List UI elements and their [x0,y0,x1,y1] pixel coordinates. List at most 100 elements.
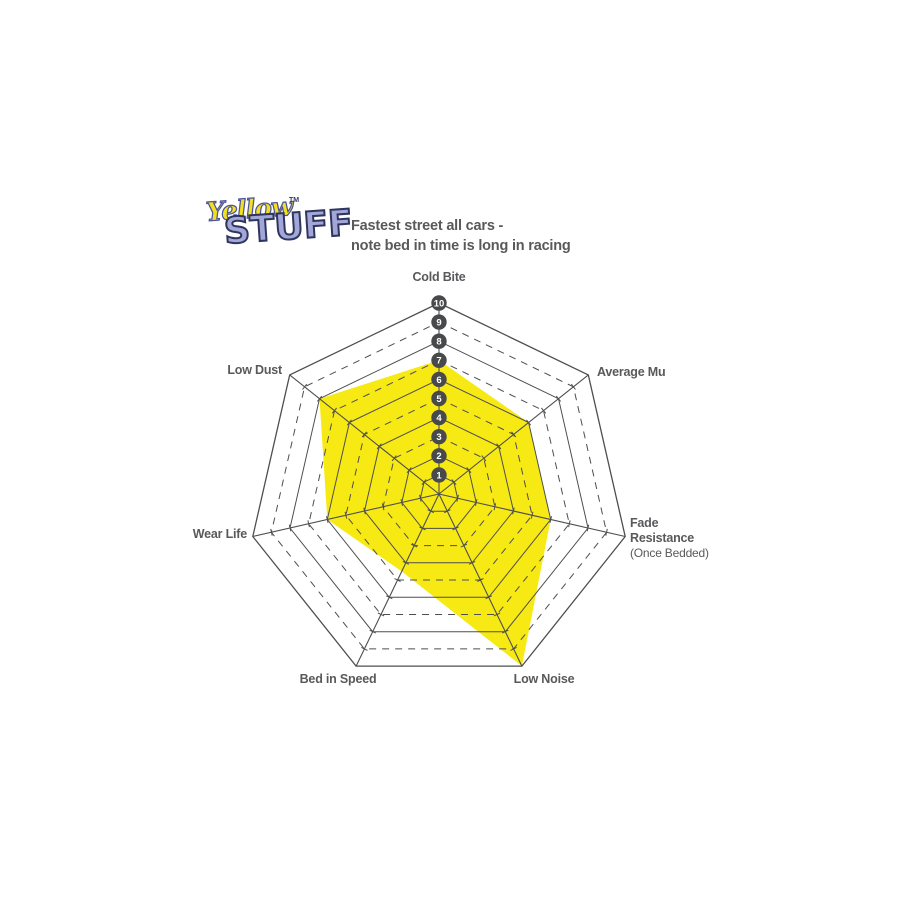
radar-axis-tick [400,499,403,506]
radar-axis-tick [361,431,367,438]
radar-axis-tick [443,509,451,514]
radar-ring [326,378,552,598]
chart-subtitle-line1: Fastest street all cars - [351,218,504,234]
scale-badge-number: 5 [436,394,442,405]
radar-axis-tick [452,526,459,531]
scale-badge [431,448,447,464]
radar-axis-tick [381,503,385,511]
scale-badge-number: 6 [436,375,441,386]
radar-axis-tick [555,395,561,402]
radar-ring [252,302,626,667]
radar-axis-tick [501,629,509,634]
radar-axis-tick [326,516,329,523]
radar-axis-tick [421,479,427,486]
scale-badge-number: 7 [436,356,441,367]
radar-ring [419,474,459,512]
radar-ring [289,340,589,633]
scale-badge [431,295,447,311]
axis-label-fade-line2: Resistance [630,531,695,545]
axis-label-average-mu: Average Mu [597,365,666,379]
radar-axis-tick [317,395,323,402]
scale-badge-number: 8 [436,337,441,348]
radar-axis-tick [391,455,397,462]
radar-axis-tick [288,524,292,532]
radar-axis-tick [466,467,472,474]
radar-axis-tick [402,560,410,565]
radar-axis-tick [270,528,273,536]
radar-axis-tick [419,494,422,502]
axis-label-fade-note: (Once Bedded) [630,546,709,560]
radar-axis-tick [510,646,517,651]
radar-axis-tick [363,507,366,515]
logo-trademark-icon: TM [289,197,300,204]
axis-label-bed-in-speed: Bed in Speed [299,672,377,686]
radar-axis-tick [419,526,426,531]
chart-subtitle-line2: note bed in time is long in racing [351,238,571,254]
radar-axis-tick [377,612,385,617]
radar-axis-tick [331,407,337,414]
radar-axis-tick [485,595,493,600]
radar-axis-tick [410,543,418,548]
radar-axis-tick [511,431,517,438]
radar-axis-tick [394,578,401,582]
radar-axis-tick [568,520,571,528]
chart-subtitle: Fastest street all cars - note bed in ti… [351,216,571,256]
scale-badge-number: 10 [434,298,445,309]
scale-badge [431,429,447,445]
axis-label-low-noise: Low Noise [513,672,575,686]
axis-label-low-dust: Low Dust [227,363,282,377]
radar-axis-tick [302,383,308,390]
radar-axis-tick [456,494,459,502]
radar-axis-tick [369,629,377,634]
radar-axis-tick [586,524,590,532]
radar-axis-tick [468,560,476,565]
radar-ring [401,455,477,529]
radar-axis-tick [346,419,352,426]
radar-ring [308,359,570,615]
scale-badge-number: 9 [436,318,441,329]
radar-axis-tick [526,419,532,426]
radar-axis-tick [493,503,497,511]
radar-axis-tick [493,612,501,617]
scale-badge-number: 1 [436,470,442,481]
radar-value-area [319,360,551,667]
axis-label-cold-bite: Cold Bite [412,270,466,284]
scale-badge [431,371,447,388]
radar-axis-tick [307,520,310,528]
logo-stuff-text: STUFF [222,202,355,254]
radar-axis-tick [477,578,484,582]
scale-badge [431,409,447,426]
radar-ring [345,397,533,581]
radar-axis-tick [512,507,515,515]
yellowstuff-logo: Yellow TM STUFF [200,191,355,272]
axis-label-fade-resistance: Fade Resistance (Once Bedded) [630,516,709,561]
radar-axis-tick [481,455,487,462]
radar-ring [382,436,496,547]
radar-axis-tick [496,443,502,450]
axis-label-fade-line1: Fade [630,516,659,530]
radar-ring [363,417,515,564]
radar-axis-tick [406,467,412,474]
scale-badge [431,333,447,349]
scale-badge [431,314,447,330]
radar-axis-tick [549,516,552,523]
scale-badge-number: 2 [436,451,441,462]
radar-axis-tick [385,595,393,600]
scale-badge [431,352,447,368]
scale-badge-number: 4 [436,413,442,424]
radar-axis-tick [541,407,547,414]
radar-axis-tick [475,499,478,506]
radar-axis-tick [570,383,576,390]
radar-ring [270,321,608,650]
scale-badge [431,467,447,483]
radar-axis-tick [530,511,534,519]
radar-axis-tick [427,509,435,514]
radar-axis-tick [451,479,457,486]
axis-label-wear-life: Wear Life [192,527,247,541]
scale-badge-number: 3 [436,432,441,443]
radar-axis-tick [376,443,382,450]
radar-axis-tick [344,511,348,519]
radar-axis-tick [605,528,608,536]
